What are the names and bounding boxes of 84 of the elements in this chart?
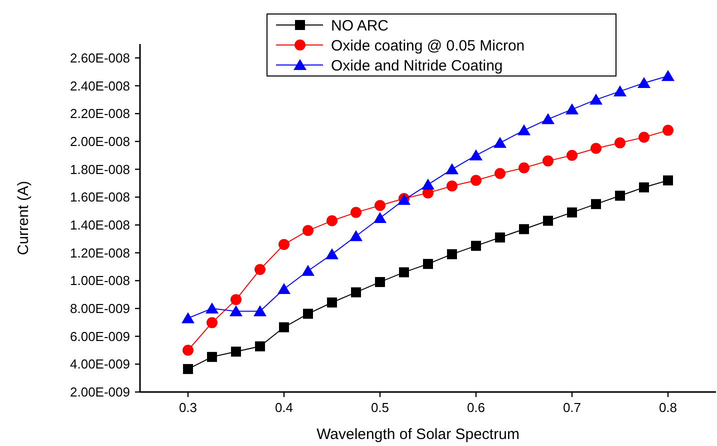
point [495,232,505,242]
point [206,302,218,314]
point [399,267,409,278]
x-tick-label: 0.3 [178,400,198,415]
point [518,124,530,136]
point [254,264,266,276]
y-tick-label: 1.80E-008 [70,162,130,177]
point [567,207,577,218]
y-tick-label: 4.00E-009 [70,356,130,372]
point [566,150,578,161]
x-tick-label: 0.7 [562,400,582,415]
point [326,248,338,260]
y-tick-label: 1.20E-008 [70,245,130,260]
point [591,199,601,210]
point [207,352,217,362]
point [302,264,314,276]
x-axis-title: Wavelength of Solar Spectrum [316,426,520,443]
point [470,149,482,160]
y-tick-label: 1.60E-008 [70,190,130,205]
point [590,142,602,154]
point [182,344,194,356]
point [231,346,241,357]
point [638,76,650,88]
y-tick-label: 8.00E-009 [70,301,130,316]
point [182,312,194,324]
point [662,70,674,82]
point [590,94,602,105]
point [494,168,506,179]
point [566,103,578,114]
point [663,175,673,186]
y-tick-label: 1.40E-008 [70,218,130,233]
y-tick-label: 2.00E-008 [70,134,130,149]
point [230,305,242,316]
point [446,180,458,192]
x-tick-label: 0.6 [466,400,486,415]
point [278,282,290,294]
point [350,230,362,242]
point [543,216,553,226]
point [518,162,530,174]
point [470,174,482,186]
point [662,124,674,136]
point [375,277,385,288]
point [278,238,290,250]
y-tick-label: 2.20E-008 [70,106,130,122]
legend-label: NO ARC [331,17,389,34]
y-tick-label: 2.60E-008 [70,50,130,66]
y-tick-label: 6.00E-009 [70,328,130,344]
x-tick-label: 0.4 [274,400,294,415]
point [639,182,649,192]
point [254,305,266,316]
point [614,85,626,96]
point [614,137,626,148]
point [615,190,625,201]
point [351,287,361,298]
point [423,258,433,269]
point [230,294,242,306]
point [255,341,265,352]
y-tick-label: 2.40E-008 [70,78,130,94]
y-tick-label: 1.00E-008 [70,273,130,288]
point [542,113,554,124]
point [279,322,289,332]
point [350,206,362,218]
point [206,317,218,328]
point [471,240,481,251]
point [447,249,457,260]
point [303,308,313,319]
point [638,132,650,143]
point [422,178,434,190]
x-tick-label: 0.8 [658,400,678,415]
y-tick-label: 2.00E-009 [70,384,130,400]
point [326,215,338,226]
point [183,364,193,374]
legend-label: Oxide coating @ 0.05 Micron [331,37,525,54]
x-tick-label: 0.5 [370,400,390,415]
point [327,297,337,308]
point [542,155,554,166]
point [519,224,529,234]
y-axis-title: Current (A) [15,180,32,256]
point [374,212,386,223]
point [302,225,314,236]
point [494,136,506,148]
point [374,200,386,211]
legend-label: Oxide and Nitride Coating [331,57,503,74]
point [446,163,458,174]
